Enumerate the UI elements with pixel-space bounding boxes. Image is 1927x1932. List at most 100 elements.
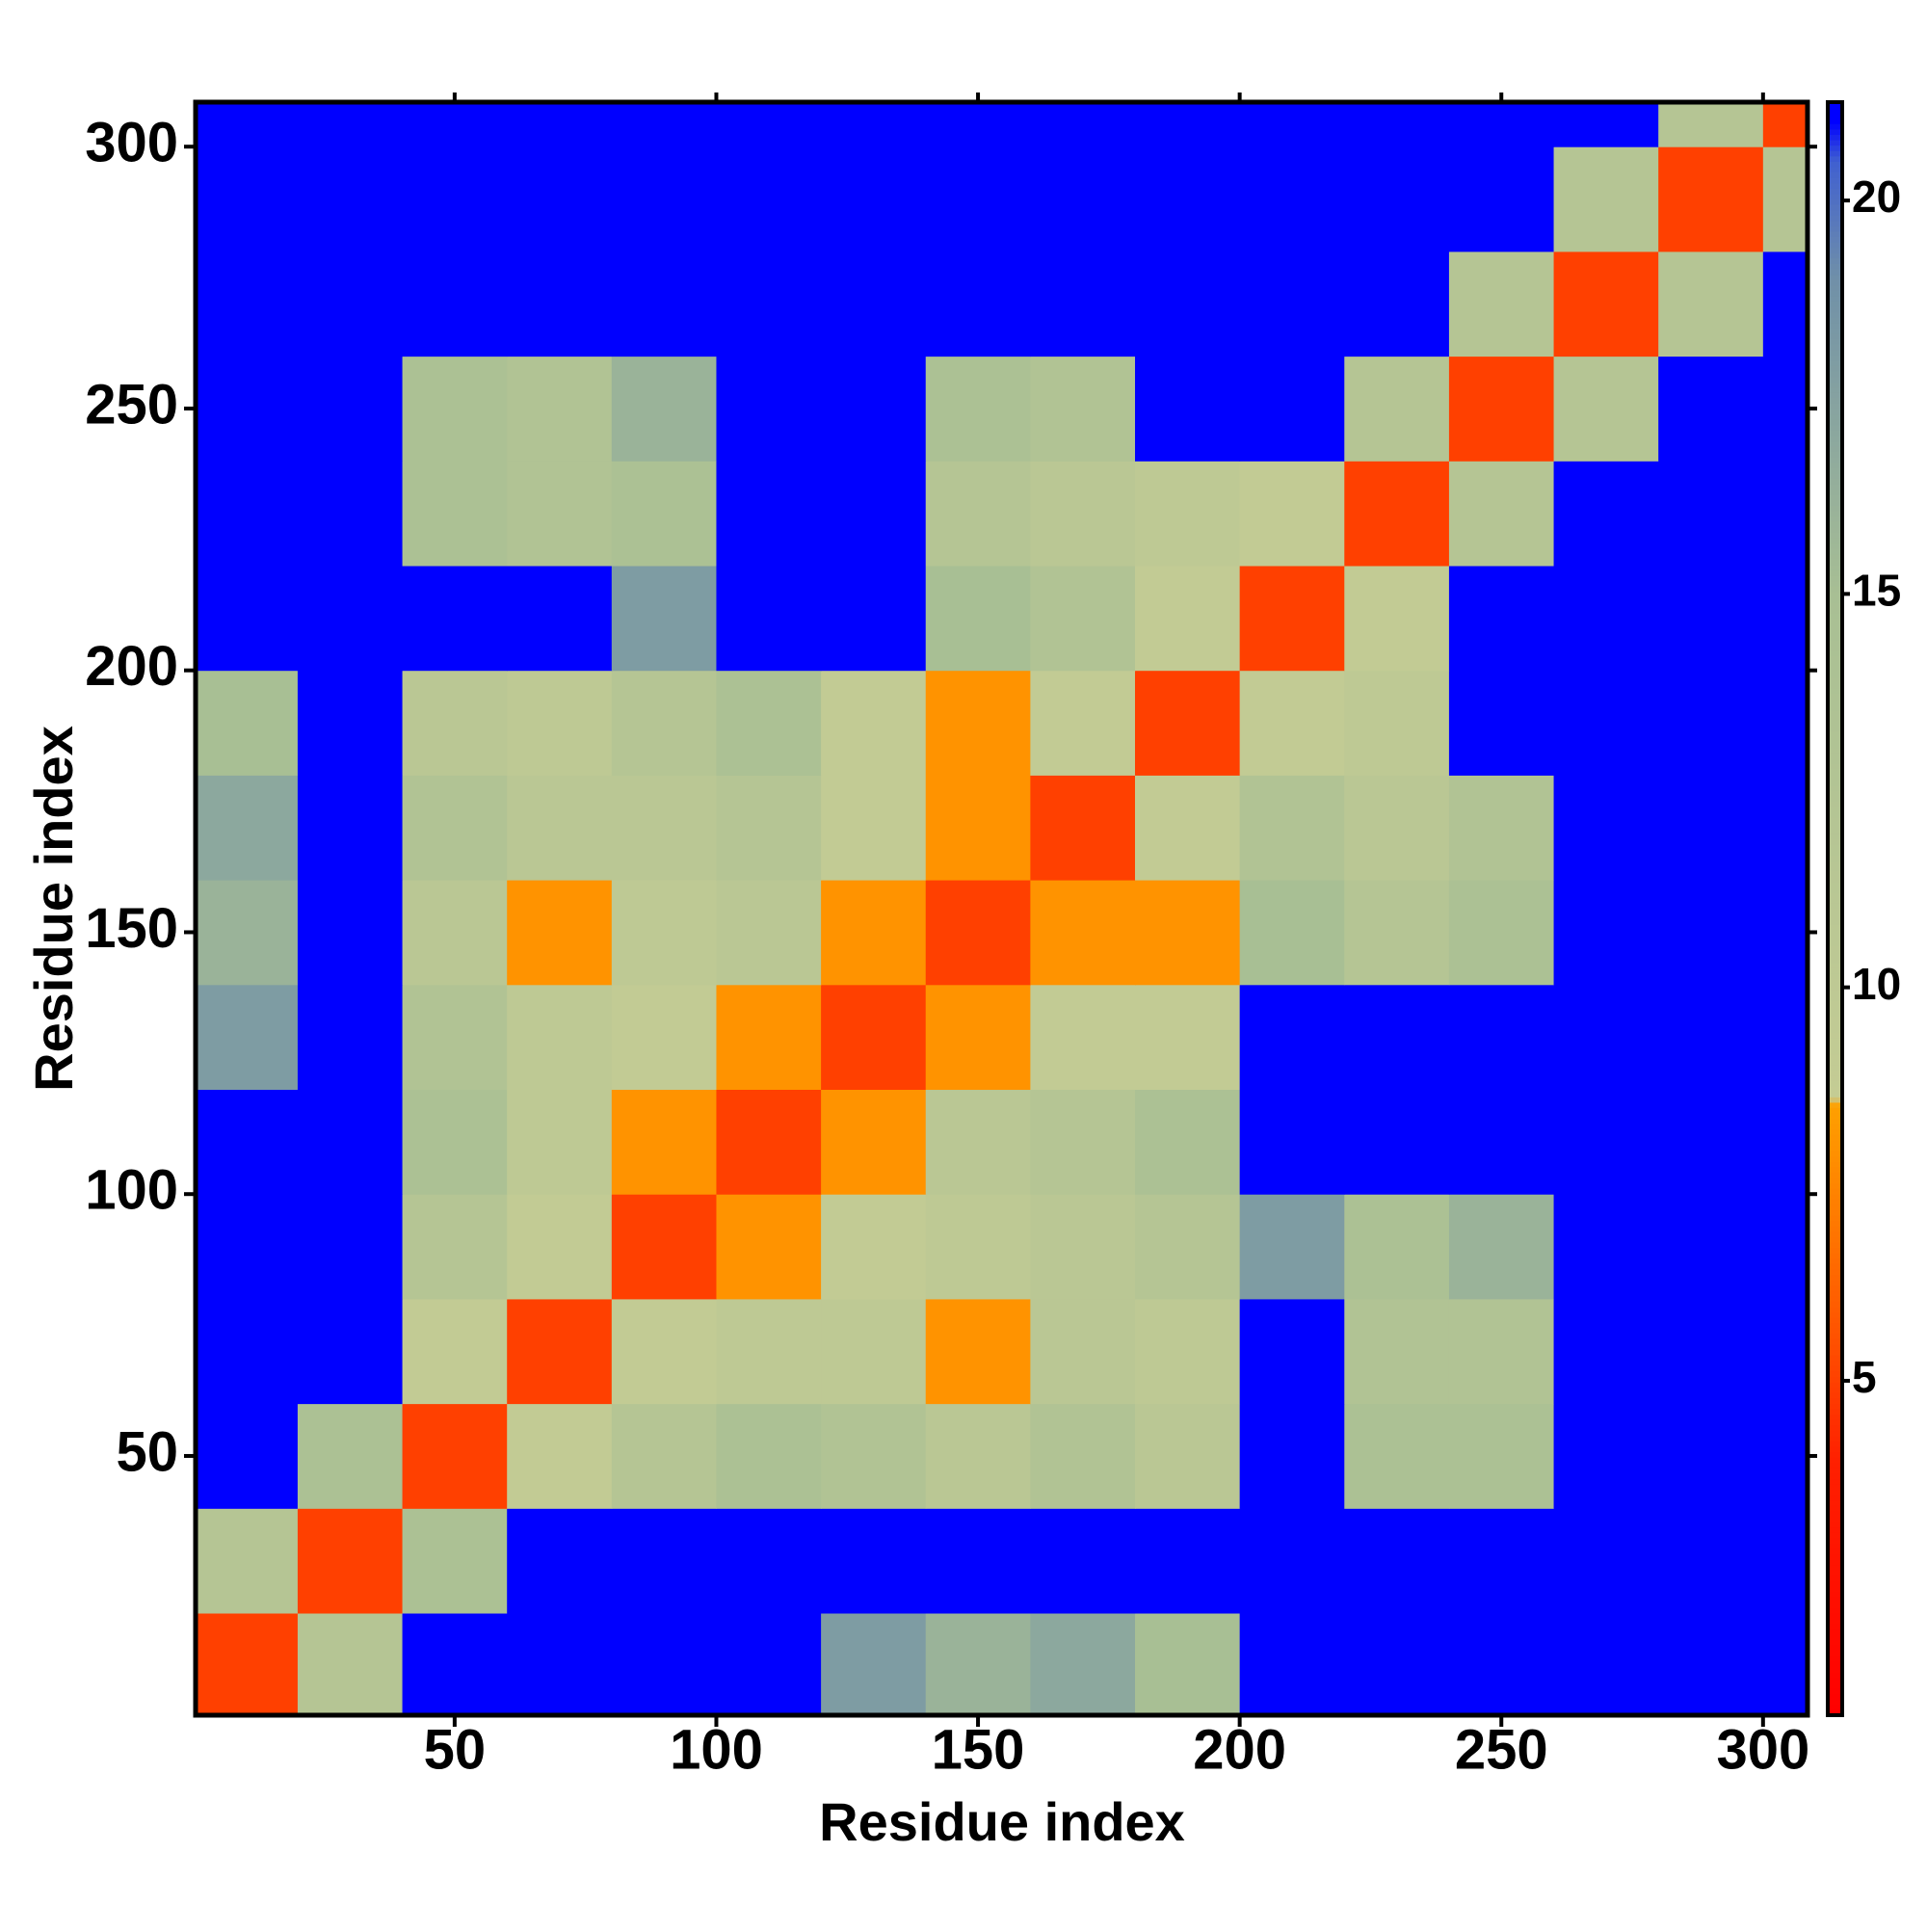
heatmap-cell (402, 146, 508, 252)
heatmap-cell (1239, 146, 1345, 252)
colorbar-step (1828, 484, 1842, 490)
colorbar-step (1828, 892, 1842, 899)
colorbar-step (1828, 1499, 1842, 1506)
heatmap-cell (297, 566, 404, 672)
colorbar-step (1828, 720, 1842, 727)
heatmap-cell (1553, 461, 1659, 567)
colorbar-step (1828, 1553, 1842, 1560)
heatmap-cell (1553, 1508, 1659, 1614)
colorbar-step (1828, 1338, 1842, 1345)
heatmap-cell (821, 670, 927, 776)
heatmap-cell (925, 1508, 1031, 1614)
colorbar-step (1828, 1472, 1842, 1479)
colorbar-step (1828, 844, 1842, 851)
colorbar-step (1828, 1172, 1842, 1178)
heatmap-cell (297, 102, 404, 147)
colorbar-step (1828, 526, 1842, 533)
heatmap-cell (196, 1089, 299, 1195)
colorbar-step (1828, 359, 1842, 366)
colorbar-step (1828, 1618, 1842, 1625)
heatmap-cell (821, 146, 927, 252)
colorbar-step (1828, 1699, 1842, 1706)
colorbar-step (1828, 1478, 1842, 1485)
colorbar-step (1828, 236, 1842, 243)
heatmap-cell (1658, 775, 1764, 881)
colorbar-step (1828, 1263, 1842, 1270)
heatmap-cell (716, 251, 822, 357)
colorbar-step (1828, 1628, 1842, 1635)
colorbar-step (1828, 860, 1842, 866)
colorbar-step (1828, 1451, 1842, 1458)
colorbar-step (1828, 150, 1842, 157)
heatmap-cell (1448, 102, 1555, 147)
heatmap-cell (821, 1089, 927, 1195)
colorbar-step (1828, 257, 1842, 264)
colorbar-step (1828, 1543, 1842, 1549)
colorbar-step (1828, 188, 1842, 195)
heatmap-cell (297, 1298, 404, 1405)
heatmap-cell (1762, 1403, 1808, 1509)
heatmap-cell (1135, 566, 1241, 672)
heatmap-cell (1344, 1508, 1450, 1614)
heatmap-cell (1553, 670, 1659, 776)
colorbar-step (1828, 284, 1842, 291)
heatmap-cell (402, 1613, 508, 1715)
heatmap-cell (1239, 1508, 1345, 1614)
colorbar-step (1828, 1570, 1842, 1576)
colorbar-step (1828, 478, 1842, 485)
heatmap-cell (925, 461, 1031, 567)
colorbar-step (1828, 623, 1842, 630)
colorbar-step (1828, 1693, 1842, 1700)
heatmap-cell (1762, 1298, 1808, 1405)
colorbar-step (1828, 1145, 1842, 1151)
heatmap-cell (611, 1508, 717, 1614)
heatmap-cell (611, 461, 717, 567)
heatmap-cell (925, 670, 1031, 776)
heatmap-cell (507, 102, 613, 147)
heatmap-cell (716, 880, 822, 986)
heatmap-cell (1658, 102, 1764, 147)
colorbar-step (1828, 730, 1842, 737)
colorbar-step (1828, 768, 1842, 775)
colorbar-step (1828, 1274, 1842, 1281)
heatmap-cell (1239, 356, 1345, 462)
heatmap-cell (1239, 251, 1345, 357)
heatmap-cell (1658, 1194, 1764, 1300)
colorbar-tick-label: 5 (1852, 1352, 1877, 1402)
colorbar-step (1828, 473, 1842, 480)
colorbar-step (1828, 1241, 1842, 1249)
colorbar-step (1828, 440, 1842, 447)
heatmap-cell (1762, 566, 1808, 672)
heatmap-cell (716, 1403, 822, 1509)
colorbar-step (1828, 780, 1842, 786)
colorbar-step (1828, 1204, 1842, 1210)
colorbar-step (1828, 489, 1842, 495)
heatmap-cell (1658, 566, 1764, 672)
colorbar-step (1828, 876, 1842, 883)
colorbar-step (1828, 1655, 1842, 1662)
heatmap-cell (297, 775, 404, 881)
heatmap-cell (196, 251, 299, 357)
colorbar-step (1828, 1580, 1842, 1587)
colorbar-step (1828, 607, 1842, 614)
colorbar-step (1828, 564, 1842, 570)
heatmap-cell (1762, 1508, 1808, 1614)
heatmap-cell (1030, 880, 1136, 986)
colorbar-step (1828, 268, 1842, 276)
heatmap-cell (507, 775, 613, 881)
heatmap-cell (925, 984, 1031, 1091)
colorbar-step (1828, 113, 1842, 119)
heatmap-cell (1344, 146, 1450, 252)
heatmap-cell (1135, 984, 1241, 1091)
colorbar-step (1828, 1097, 1842, 1103)
colorbar-step (1828, 247, 1842, 253)
colorbar-step (1828, 242, 1842, 249)
heatmap-cell (925, 146, 1031, 252)
colorbar-step (1828, 451, 1842, 458)
heatmap-cell (507, 1298, 613, 1405)
colorbar-step (1828, 1624, 1842, 1630)
heatmap-cell (1553, 1194, 1659, 1300)
heatmap-cell (1239, 1403, 1345, 1509)
heatmap-cell (1344, 102, 1450, 147)
